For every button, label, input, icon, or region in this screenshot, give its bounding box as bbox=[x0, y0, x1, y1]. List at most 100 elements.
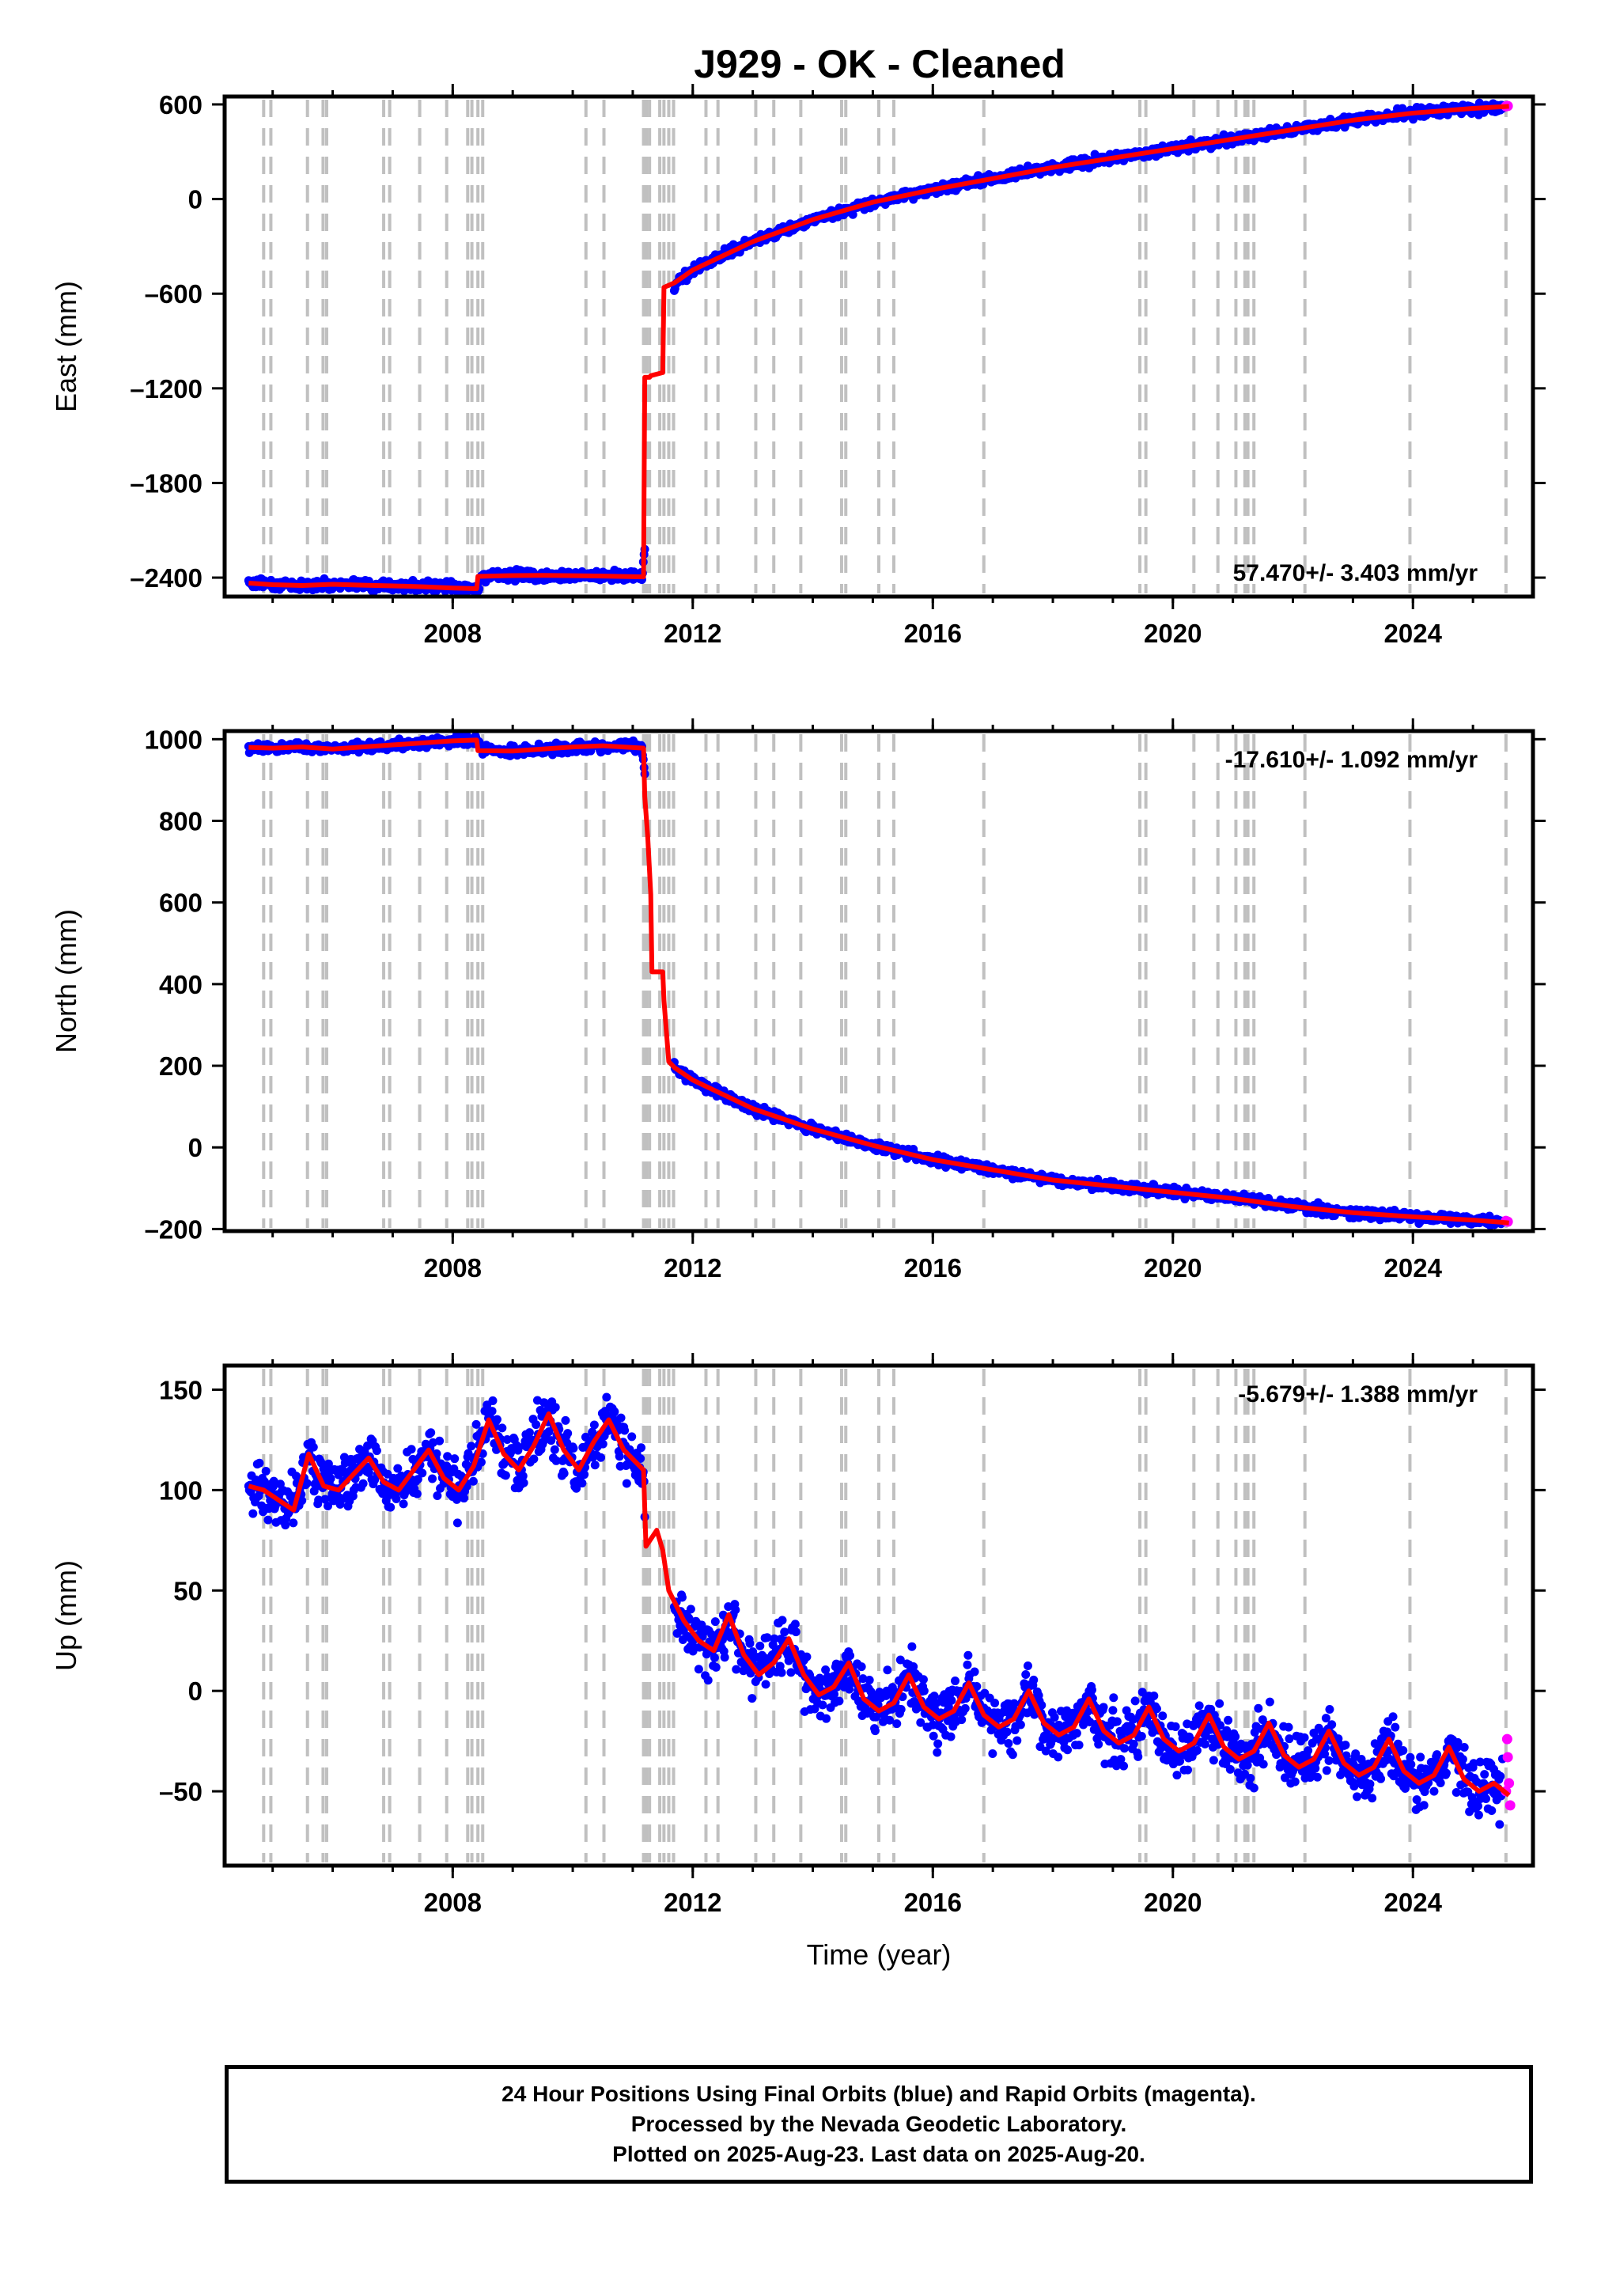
data-point bbox=[710, 1653, 719, 1662]
data-point bbox=[1012, 1736, 1022, 1745]
data-point bbox=[957, 1715, 967, 1725]
data-point bbox=[916, 1718, 925, 1727]
data-point bbox=[1094, 1740, 1103, 1749]
x-tick-label: 2012 bbox=[664, 1253, 721, 1283]
data-point bbox=[731, 1605, 740, 1615]
data-point bbox=[763, 1633, 772, 1642]
data-point bbox=[435, 1436, 445, 1445]
data-point bbox=[450, 1454, 460, 1464]
y-axis-label: North (mm) bbox=[50, 909, 82, 1053]
data-point bbox=[918, 1675, 928, 1684]
data-point bbox=[1183, 1765, 1193, 1775]
data-point bbox=[711, 1662, 721, 1672]
data-point bbox=[551, 1456, 561, 1465]
data-point bbox=[972, 1681, 982, 1691]
data-point bbox=[326, 1474, 335, 1483]
data-point bbox=[1108, 1706, 1118, 1715]
data-point bbox=[1129, 1739, 1138, 1749]
data-point bbox=[428, 1474, 437, 1483]
final-orbits-points bbox=[244, 731, 1507, 1230]
data-point bbox=[569, 1443, 578, 1453]
data-point bbox=[1002, 1727, 1012, 1737]
data-point bbox=[590, 1461, 600, 1470]
data-point bbox=[468, 1476, 478, 1486]
data-point bbox=[324, 1459, 333, 1468]
data-point bbox=[426, 1428, 436, 1438]
rate-label: -17.610+/- 1.092 mm/yr bbox=[1225, 747, 1478, 773]
east-plot-area bbox=[244, 98, 1513, 597]
data-point bbox=[1128, 1714, 1137, 1724]
data-point bbox=[848, 210, 857, 219]
y-axis-label: East (mm) bbox=[50, 281, 82, 412]
data-point bbox=[755, 1641, 765, 1650]
data-point bbox=[745, 1639, 755, 1648]
data-point bbox=[778, 1616, 787, 1625]
data-point bbox=[909, 1662, 918, 1672]
data-point bbox=[895, 1655, 905, 1665]
x-tick-label: 2020 bbox=[1144, 1253, 1202, 1283]
data-point bbox=[1054, 1752, 1063, 1762]
data-point bbox=[720, 1653, 729, 1662]
data-point bbox=[1041, 1746, 1050, 1756]
data-point bbox=[532, 1420, 541, 1430]
data-point bbox=[790, 1620, 800, 1629]
data-point bbox=[1137, 1731, 1146, 1741]
data-point bbox=[907, 1642, 917, 1651]
data-point bbox=[883, 1665, 892, 1675]
north-panel: 2008 2012 2016 2020 2024–2000200400600800100… bbox=[50, 718, 1546, 1283]
data-point bbox=[1119, 1761, 1129, 1771]
y-tick-label: –200 bbox=[145, 1214, 202, 1244]
data-point bbox=[396, 1471, 406, 1480]
data-point bbox=[896, 1705, 906, 1714]
data-point bbox=[467, 1442, 476, 1451]
y-tick-label: 0 bbox=[188, 1133, 202, 1162]
final-orbits-points bbox=[244, 98, 1507, 597]
x-tick-label: 2020 bbox=[1144, 619, 1202, 648]
data-point bbox=[320, 1495, 330, 1504]
data-point bbox=[1149, 1691, 1159, 1700]
rate-label: 57.470+/- 3.403 mm/yr bbox=[1233, 560, 1478, 586]
data-point bbox=[1112, 1717, 1122, 1726]
data-point bbox=[627, 1432, 637, 1442]
data-point bbox=[947, 1695, 956, 1705]
data-point bbox=[452, 1518, 462, 1528]
data-point bbox=[1175, 1756, 1185, 1766]
data-point bbox=[1116, 1755, 1126, 1764]
data-point bbox=[269, 1476, 278, 1486]
data-point bbox=[464, 1449, 473, 1458]
x-tick-label: 2016 bbox=[904, 1253, 962, 1283]
data-point bbox=[694, 1665, 703, 1674]
data-point bbox=[761, 1680, 770, 1689]
data-point bbox=[488, 1396, 498, 1405]
data-point bbox=[501, 1471, 510, 1480]
east-frame bbox=[222, 94, 1535, 599]
data-point bbox=[892, 1719, 902, 1729]
data-point bbox=[559, 1468, 569, 1478]
data-point bbox=[487, 1407, 497, 1416]
data-point bbox=[748, 1694, 757, 1703]
data-point bbox=[1023, 1661, 1032, 1671]
data-point bbox=[932, 1699, 941, 1708]
data-point bbox=[951, 1677, 960, 1686]
data-point bbox=[929, 1692, 939, 1701]
model-line bbox=[248, 104, 1509, 592]
chart-title: J929 - OK - Cleaned bbox=[694, 42, 1065, 86]
data-point bbox=[358, 1479, 368, 1488]
data-point bbox=[775, 1661, 785, 1671]
data-point bbox=[802, 1652, 812, 1661]
data-point bbox=[598, 1439, 607, 1449]
data-point bbox=[1004, 1739, 1013, 1749]
data-point bbox=[637, 1443, 646, 1453]
data-point bbox=[1172, 1771, 1182, 1780]
data-point bbox=[686, 1605, 695, 1614]
y-tick-label: 1000 bbox=[145, 725, 202, 754]
data-point bbox=[780, 1627, 789, 1637]
data-point bbox=[551, 1403, 560, 1412]
data-point bbox=[707, 1630, 717, 1639]
x-tick-label: 2016 bbox=[904, 619, 962, 648]
data-point bbox=[865, 1676, 874, 1685]
data-point bbox=[289, 1518, 298, 1528]
data-point bbox=[498, 1423, 507, 1433]
data-point bbox=[563, 1429, 573, 1438]
data-point bbox=[1050, 1713, 1059, 1722]
